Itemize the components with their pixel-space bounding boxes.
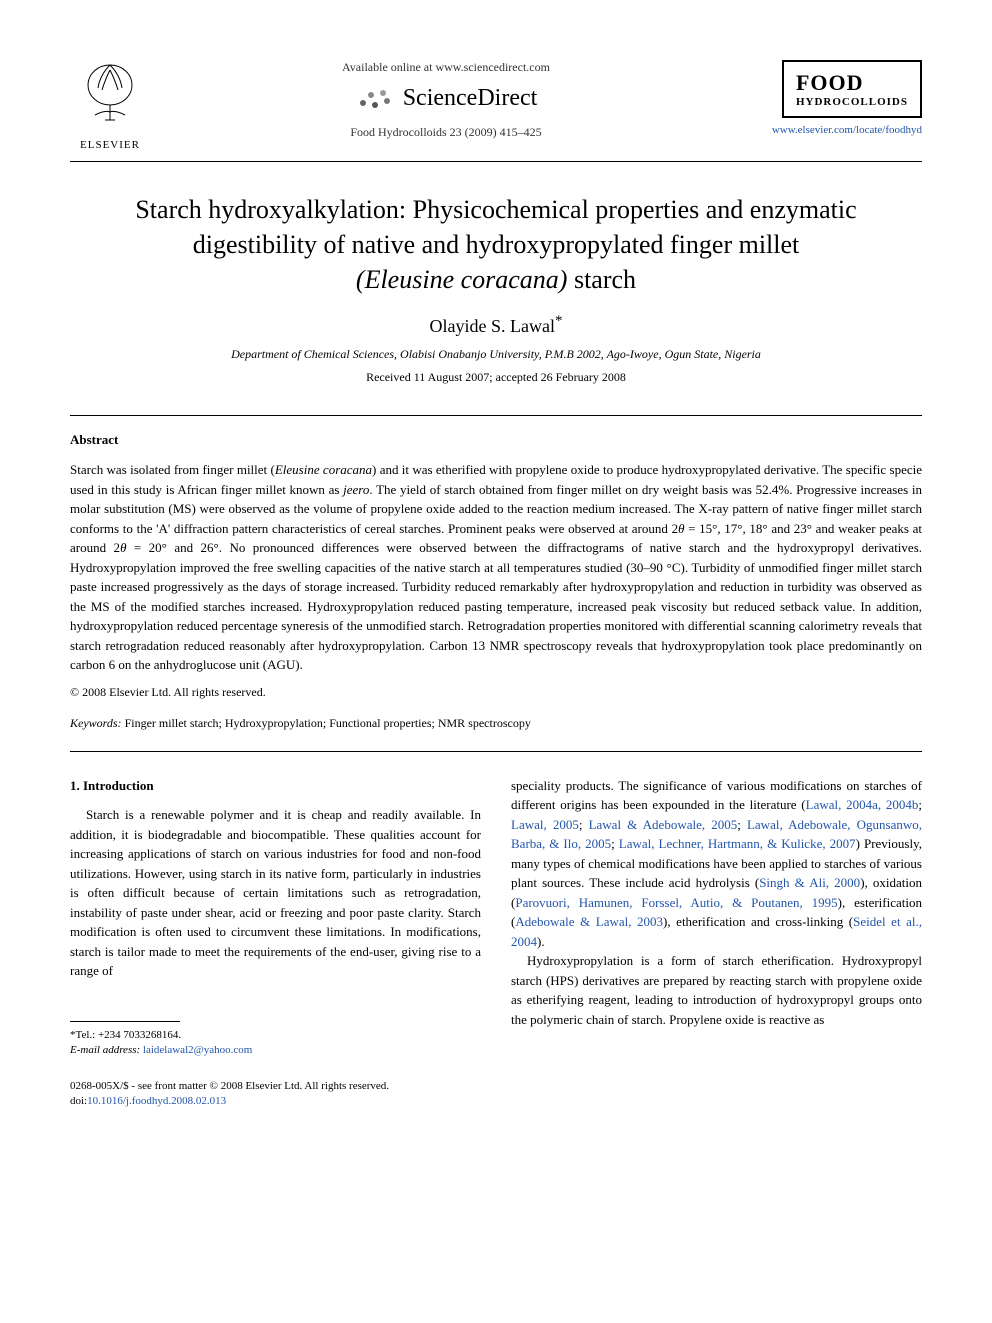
elsevier-tree-icon [80, 60, 140, 130]
footnote-tel-value: +234 7033268164. [98, 1029, 181, 1041]
copyright-text: © 2008 Elsevier Ltd. All rights reserved… [70, 685, 922, 700]
sep2: ; [579, 817, 589, 832]
issn-line: 0268-005X/$ - see front matter © 2008 El… [70, 1079, 481, 1094]
elsevier-logo: ELSEVIER [70, 60, 150, 151]
sciencedirect-dots-icon [355, 83, 395, 113]
footnote-email-label: E-mail address: [70, 1044, 140, 1056]
ref-lawal-2004[interactable]: Lawal, 2004a, 2004b [806, 797, 919, 812]
title-species: (Eleusine coracana) [356, 265, 568, 294]
footnote-tel: *Tel.: +234 7033268164. [70, 1028, 481, 1043]
keywords-label: Keywords: [70, 716, 122, 730]
doi-value[interactable]: 10.1016/j.foodhyd.2008.02.013 [87, 1095, 226, 1107]
page-header: ELSEVIER Available online at www.science… [70, 60, 922, 151]
abstract-heading: Abstract [70, 432, 922, 448]
col2-text-e: ), etherification and cross-linking ( [663, 914, 853, 929]
column-left: 1. Introduction Starch is a renewable po… [70, 776, 481, 1110]
food-hydrocolloids-box: FOOD HYDROCOLLOIDS [782, 60, 922, 118]
ref-adebowale-lawal[interactable]: Adebowale & Lawal, 2003 [515, 914, 663, 929]
bottom-meta: 0268-005X/$ - see front matter © 2008 El… [70, 1079, 481, 1110]
food-main-text: FOOD [796, 70, 908, 96]
sep4: ; [611, 836, 619, 851]
article-title: Starch hydroxyalkylation: Physicochemica… [70, 192, 922, 297]
author-asterisk: * [555, 313, 563, 329]
available-online-text: Available online at www.sciencedirect.co… [170, 60, 722, 75]
keywords-text: Finger millet starch; Hydroxypropylation… [122, 716, 531, 730]
header-divider [70, 161, 922, 162]
column-right: speciality products. The significance of… [511, 776, 922, 1110]
keywords-line: Keywords: Finger millet starch; Hydroxyp… [70, 716, 922, 731]
food-sub-text: HYDROCOLLOIDS [796, 96, 908, 108]
sep3: ; [737, 817, 747, 832]
footnote-email: E-mail address: laidelawal2@yahoo.com [70, 1043, 481, 1058]
intro-paragraph-1: Starch is a renewable polymer and it is … [70, 805, 481, 981]
sep1: ; [918, 797, 922, 812]
elsevier-name: ELSEVIER [70, 139, 150, 151]
center-header: Available online at www.sciencedirect.co… [150, 60, 742, 140]
ref-singh-ali[interactable]: Singh & Ali, 2000 [759, 875, 860, 890]
title-line-3-rest: starch [567, 265, 636, 294]
sciencedirect-logo: ScienceDirect [170, 83, 722, 113]
author-name: Olayide S. Lawal* [70, 313, 922, 337]
abstract-bottom-divider [70, 751, 922, 752]
body-columns: 1. Introduction Starch is a renewable po… [70, 776, 922, 1110]
title-line-2: digestibility of native and hydroxypropy… [193, 230, 800, 259]
col2-text-f: ). [537, 934, 545, 949]
ref-lawal-2005[interactable]: Lawal, 2005 [511, 817, 579, 832]
sciencedirect-text: ScienceDirect [403, 85, 538, 112]
ref-lawal-etal-2007[interactable]: Lawal, Lechner, Hartmann, & Kulicke, 200… [619, 836, 856, 851]
introduction-heading: 1. Introduction [70, 776, 481, 796]
doi-line: doi:10.1016/j.foodhyd.2008.02.013 [70, 1094, 481, 1109]
title-line-1: Starch hydroxyalkylation: Physicochemica… [135, 195, 856, 224]
affiliation: Department of Chemical Sciences, Olabisi… [70, 347, 922, 362]
article-dates: Received 11 August 2007; accepted 26 Feb… [70, 370, 922, 385]
col2-paragraph-2: Hydroxypropylation is a form of starch e… [511, 951, 922, 1029]
footnote-tel-label: *Tel.: [70, 1029, 98, 1041]
col2-paragraph-1: speciality products. The significance of… [511, 776, 922, 952]
doi-label: doi: [70, 1095, 87, 1107]
journal-brand: FOOD HYDROCOLLOIDS www.elsevier.com/loca… [742, 60, 922, 136]
footnote-separator [70, 1021, 180, 1022]
ref-parovuori[interactable]: Parovuori, Hamunen, Forssel, Autio, & Po… [515, 895, 837, 910]
abstract-top-divider [70, 415, 922, 416]
author-text: Olayide S. Lawal [430, 316, 555, 336]
ref-lawal-adebowale[interactable]: Lawal & Adebowale, 2005 [589, 817, 738, 832]
abstract-body: Starch was isolated from finger millet (… [70, 460, 922, 675]
footnote-email-value[interactable]: laidelawal2@yahoo.com [143, 1044, 252, 1056]
journal-url[interactable]: www.elsevier.com/locate/foodhyd [742, 124, 922, 136]
journal-reference: Food Hydrocolloids 23 (2009) 415–425 [170, 125, 722, 140]
